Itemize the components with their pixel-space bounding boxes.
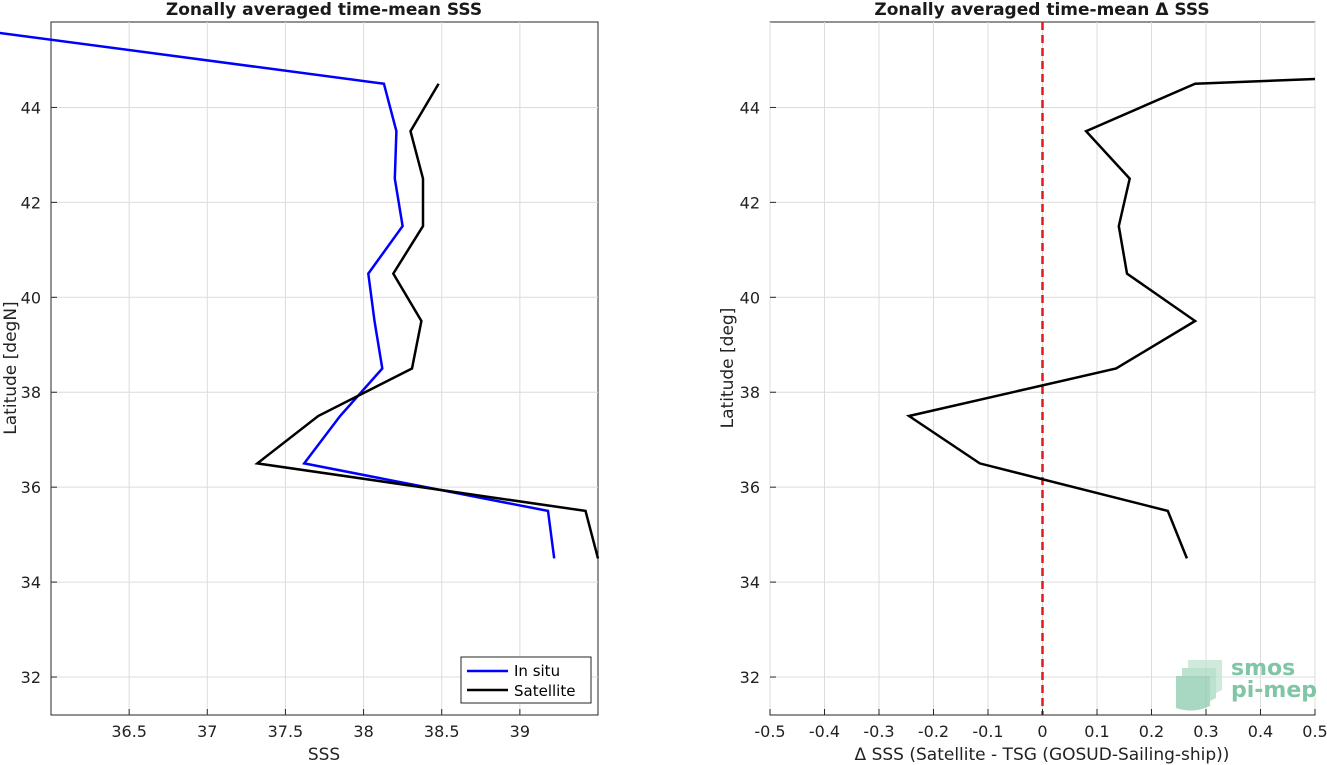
x-tick-label: 37 [197,722,217,741]
right-y-axis-label: Latitude [deg] [718,308,738,429]
y-tick-label: 38 [740,383,760,402]
logo-line-1: smos [1231,656,1295,681]
left-series-lines [0,31,600,559]
x-tick-label: -0.4 [809,722,840,741]
y-tick-label: 32 [740,668,760,687]
x-tick-label: 37.5 [268,722,304,741]
series-line-satellite [254,83,600,559]
y-tick-label: 38 [21,383,41,402]
y-tick-label: 42 [740,193,760,212]
x-tick-label: 0 [1037,722,1047,741]
left-y-ticks: 32 34 36 38 40 42 44 [21,98,57,687]
y-tick-label: 42 [21,193,41,212]
left-y-axis-label: Latitude [degN] [1,301,21,434]
left-x-ticks: 36.5 37 37.5 38 38.5 39 [111,709,530,741]
left-plot-frame [50,21,599,716]
legend-label-satellite: Satellite [514,682,575,700]
right-delta-panel: -0.5 -0.4 -0.3 -0.2 -0.1 0 0.1 0.2 0.3 0.4 0.5 323… [718,0,1327,765]
right-x-ticks: -0.5 -0.4 -0.3 -0.2 -0.1 0 0.1 0.2 0.3 0.4 0.5 [754,709,1327,741]
left-x-axis-label: SSS [308,745,340,765]
x-tick-label: 39 [510,722,530,741]
left-grid [51,22,598,715]
x-tick-label: 36.5 [111,722,147,741]
left-chart-title: Zonally averaged time-mean SSS [166,0,482,20]
x-tick-label: 38 [353,722,373,741]
x-tick-label: 0.4 [1248,722,1273,741]
right-series-lines [905,77,1316,559]
logo-line-2: pi-mep [1231,678,1317,703]
smos-pi-mep-logo: smos pi-mep [1176,656,1317,711]
legend-box [460,656,592,704]
y-tick-label: 36 [21,478,41,497]
right-y-ticks: 32 34 36 38 40 42 44 [740,98,776,687]
x-tick-label: 0.1 [1084,722,1109,741]
legend-label-in-situ: In situ [514,662,560,680]
x-tick-label: 0.2 [1139,722,1164,741]
left-sss-panel: 36.5 37 37.5 38 38.5 39 32 34 36 38 40 42 44 Zonall… [0,0,600,765]
right-x-axis-label: Δ SSS (Satellite - TSG (GOSUD-Sailing-sh… [855,745,1230,765]
y-tick-label: 40 [740,288,760,307]
y-tick-label: 34 [740,573,760,592]
y-tick-label: 34 [21,573,41,592]
y-tick-label: 40 [21,288,41,307]
series-line-in-situ [0,31,556,559]
x-tick-label: 0.5 [1302,722,1327,741]
x-tick-label: -0.2 [918,722,949,741]
x-tick-label: 38.5 [424,722,460,741]
legend: In situ Satellite [460,656,592,704]
x-tick-label: -0.1 [972,722,1003,741]
logo-wave-icon [1176,660,1222,711]
y-tick-label: 36 [740,478,760,497]
right-grid [769,22,1316,715]
x-tick-label: -0.3 [863,722,894,741]
y-tick-label: 44 [740,98,760,117]
y-tick-label: 44 [21,98,41,117]
right-chart-title: Zonally averaged time-mean Δ SSS [874,0,1209,20]
x-tick-label: 0.3 [1193,722,1218,741]
y-tick-label: 32 [21,668,41,687]
x-tick-label: -0.5 [754,722,785,741]
series-line-0 [905,77,1316,559]
